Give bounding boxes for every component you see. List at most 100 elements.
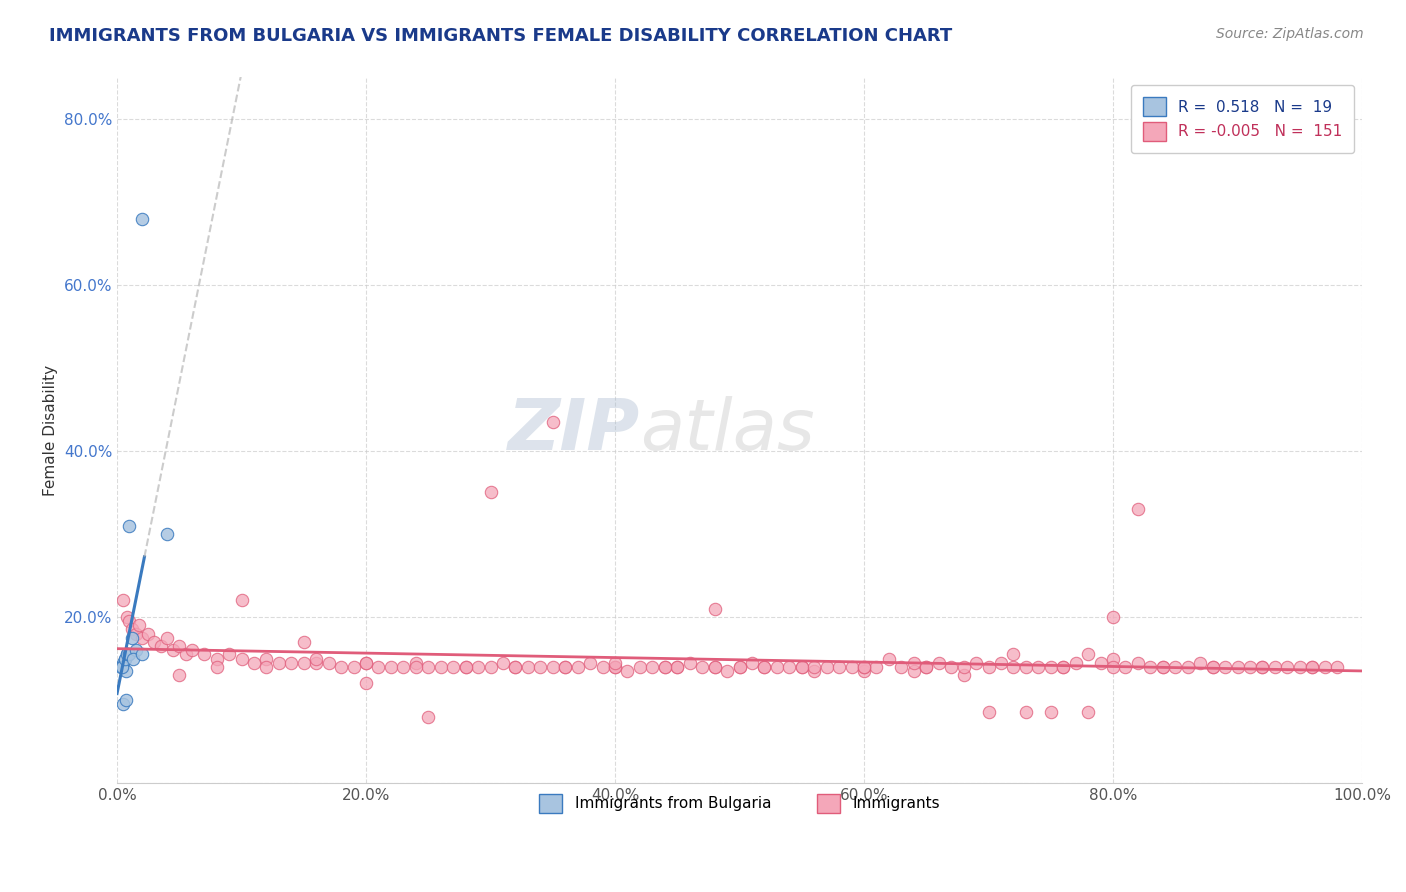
- Point: [231, 593, 253, 607]
- Point: [467, 660, 489, 674]
- Point: [354, 676, 377, 690]
- Point: [156, 631, 179, 645]
- Point: [877, 651, 900, 665]
- Point: [853, 660, 876, 674]
- Point: [1052, 660, 1074, 674]
- Point: [1077, 706, 1099, 720]
- Point: [114, 651, 136, 665]
- Point: [1002, 648, 1025, 662]
- Point: [1052, 660, 1074, 674]
- Point: [1239, 660, 1261, 674]
- Point: [1102, 651, 1125, 665]
- Point: [1102, 610, 1125, 624]
- Point: [441, 660, 464, 674]
- Point: [1090, 656, 1112, 670]
- Point: [1152, 660, 1174, 674]
- Point: [156, 527, 179, 541]
- Point: [125, 643, 148, 657]
- Point: [654, 660, 676, 674]
- Point: [790, 660, 813, 674]
- Point: [505, 660, 527, 674]
- Point: [117, 648, 139, 662]
- Point: [1277, 660, 1299, 674]
- Point: [1002, 660, 1025, 674]
- Point: [529, 660, 551, 674]
- Point: [865, 660, 887, 674]
- Text: Source: ZipAtlas.com: Source: ZipAtlas.com: [1216, 27, 1364, 41]
- Point: [180, 643, 202, 657]
- Point: [815, 660, 838, 674]
- Point: [903, 656, 925, 670]
- Point: [342, 660, 364, 674]
- Point: [125, 626, 148, 640]
- Point: [354, 656, 377, 670]
- Point: [754, 660, 776, 674]
- Point: [121, 623, 143, 637]
- Point: [928, 656, 950, 670]
- Point: [112, 593, 135, 607]
- Point: [1126, 502, 1149, 516]
- Point: [516, 660, 538, 674]
- Point: [1152, 660, 1174, 674]
- Point: [1201, 660, 1223, 674]
- Point: [641, 660, 664, 674]
- Point: [1213, 660, 1236, 674]
- Point: [1201, 660, 1223, 674]
- Point: [1301, 660, 1323, 674]
- Point: [115, 648, 138, 662]
- Point: [367, 660, 389, 674]
- Point: [169, 668, 191, 682]
- Point: [114, 651, 136, 665]
- Point: [778, 660, 800, 674]
- Point: [267, 656, 290, 670]
- Point: [1326, 660, 1348, 674]
- Point: [915, 660, 938, 674]
- Point: [803, 664, 825, 678]
- Point: [429, 660, 451, 674]
- Point: [110, 660, 132, 674]
- Point: [579, 656, 602, 670]
- Point: [1251, 660, 1274, 674]
- Point: [122, 651, 145, 665]
- Point: [716, 664, 738, 678]
- Point: [254, 660, 277, 674]
- Point: [114, 664, 136, 678]
- Point: [405, 660, 427, 674]
- Point: [205, 660, 228, 674]
- Point: [567, 660, 589, 674]
- Point: [305, 656, 328, 670]
- Point: [1264, 660, 1286, 674]
- Point: [952, 668, 974, 682]
- Point: [977, 660, 1000, 674]
- Point: [118, 518, 141, 533]
- Legend: Immigrants from Bulgaria, Immigrants: Immigrants from Bulgaria, Immigrants: [527, 781, 952, 825]
- Point: [903, 664, 925, 678]
- Point: [1251, 660, 1274, 674]
- Point: [392, 660, 415, 674]
- Text: IMMIGRANTS FROM BULGARIA VS IMMIGRANTS FEMALE DISABILITY CORRELATION CHART: IMMIGRANTS FROM BULGARIA VS IMMIGRANTS F…: [49, 27, 952, 45]
- Point: [690, 660, 713, 674]
- Point: [603, 660, 626, 674]
- Point: [205, 651, 228, 665]
- Point: [654, 660, 676, 674]
- Point: [554, 660, 576, 674]
- Point: [1288, 660, 1310, 674]
- Point: [118, 648, 141, 662]
- Point: [1126, 656, 1149, 670]
- Point: [616, 664, 638, 678]
- Point: [990, 656, 1012, 670]
- Point: [541, 415, 564, 429]
- Point: [666, 660, 689, 674]
- Text: ZIP: ZIP: [508, 396, 640, 465]
- Point: [479, 660, 502, 674]
- Point: [292, 635, 315, 649]
- Point: [1102, 660, 1125, 674]
- Point: [977, 706, 1000, 720]
- Point: [554, 660, 576, 674]
- Point: [418, 709, 440, 723]
- Point: [193, 648, 215, 662]
- Point: [1189, 656, 1212, 670]
- Point: [1177, 660, 1199, 674]
- Point: [418, 660, 440, 674]
- Point: [380, 660, 402, 674]
